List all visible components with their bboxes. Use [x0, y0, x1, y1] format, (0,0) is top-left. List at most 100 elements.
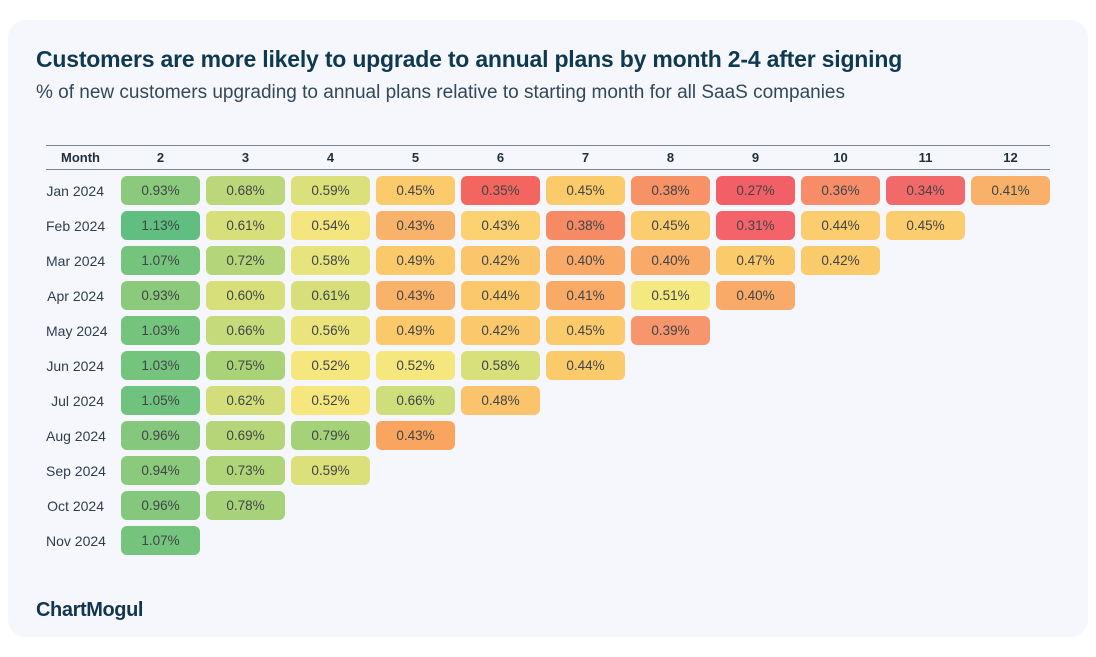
column-header-9: 9: [751, 150, 760, 165]
table-row: Oct 2024 0.96% 0.78%: [46, 491, 1050, 520]
heatmap-cell: 0.52%: [291, 386, 370, 415]
heatmap-cell: 0.44%: [546, 351, 625, 380]
heatmap-cell: 0.68%: [206, 176, 285, 205]
heatmap-cell: 0.40%: [546, 246, 625, 275]
row-label: Sep 2024: [46, 462, 106, 479]
page-subtitle: % of new customers upgrading to annual p…: [36, 82, 846, 103]
heatmap-cell: 0.47%: [716, 246, 795, 275]
heatmap-cell: 0.41%: [546, 281, 625, 310]
heatmap-cell: 0.45%: [546, 316, 625, 345]
heatmap-cell: 0.43%: [376, 211, 455, 240]
row-label: Jul 2024: [51, 392, 104, 409]
table-row: Aug 2024 0.96% 0.69% 0.79% 0.43%: [46, 421, 1050, 450]
heatmap-cell: 0.35%: [461, 176, 540, 205]
column-header-3: 3: [241, 150, 250, 165]
row-label: Apr 2024: [47, 287, 104, 304]
table-row: Sep 2024 0.94% 0.73% 0.59%: [46, 456, 1050, 485]
heatmap-cell: 0.38%: [546, 211, 625, 240]
heatmap-cell: 0.52%: [376, 351, 455, 380]
heatmap-cell: 0.66%: [376, 386, 455, 415]
heatmap-cell: 0.44%: [801, 211, 880, 240]
heatmap-cell: 0.62%: [206, 386, 285, 415]
table-row: Nov 2024 1.07%: [46, 526, 1050, 555]
heatmap-table: Month 2 3 4 5 6 7 8 9 10 11 12 Jan 2024 0.93% 0.68% 0…: [46, 145, 1050, 555]
column-header-4: 4: [326, 150, 335, 165]
column-header-8: 8: [666, 150, 675, 165]
row-label: May 2024: [46, 322, 108, 339]
heatmap-cell: 0.48%: [461, 386, 540, 415]
heatmap-cell: 0.49%: [376, 246, 455, 275]
heatmap-cell: 0.59%: [291, 176, 370, 205]
heatmap-cell: 0.36%: [801, 176, 880, 205]
table-body: Jan 2024 0.93% 0.68% 0.59% 0.45% 0.35% 0.45% 0.…: [46, 176, 1050, 555]
heatmap-cell: 0.54%: [291, 211, 370, 240]
heatmap-cell: 0.56%: [291, 316, 370, 345]
heatmap-cell: 0.42%: [801, 246, 880, 275]
heatmap-cell: 0.60%: [206, 281, 285, 310]
heatmap-cell: 0.43%: [376, 421, 455, 450]
heatmap-cell: 1.03%: [121, 351, 200, 380]
heatmap-cell: 0.73%: [206, 456, 285, 485]
heatmap-cell: 0.41%: [971, 176, 1050, 205]
row-label: Mar 2024: [46, 252, 106, 269]
heatmap-cell: 0.39%: [631, 316, 710, 345]
heatmap-cell: 0.27%: [716, 176, 795, 205]
column-header-5: 5: [411, 150, 420, 165]
column-header-11: 11: [918, 150, 933, 165]
heatmap-cell: 0.72%: [206, 246, 285, 275]
heatmap-cell: 1.03%: [121, 316, 200, 345]
row-label: Aug 2024: [46, 427, 106, 444]
heatmap-cell: 0.93%: [121, 176, 200, 205]
heatmap-cell: 0.69%: [206, 421, 285, 450]
column-header-12: 12: [1003, 150, 1018, 165]
heatmap-cell: 0.42%: [461, 316, 540, 345]
heatmap-cell: 0.44%: [461, 281, 540, 310]
heatmap-cell: 1.07%: [121, 246, 200, 275]
row-label: Jun 2024: [46, 357, 104, 374]
heatmap-cell: 0.43%: [376, 281, 455, 310]
heatmap-cell: 0.40%: [716, 281, 795, 310]
heatmap-cell: 0.43%: [461, 211, 540, 240]
heatmap-cell: 1.07%: [121, 526, 200, 555]
chartmogul-logo: ChartMogul: [36, 599, 144, 621]
table-row: May 2024 1.03% 0.66% 0.56% 0.49% 0.42% 0.45% 0.…: [46, 316, 1050, 345]
heatmap-cell: 0.38%: [631, 176, 710, 205]
heatmap-cell: 0.45%: [886, 211, 965, 240]
heatmap-cell: 0.59%: [291, 456, 370, 485]
heatmap-cell: 0.40%: [631, 246, 710, 275]
column-header-6: 6: [496, 150, 505, 165]
heatmap-cell: 0.34%: [886, 176, 965, 205]
heatmap-cell: 0.96%: [121, 491, 200, 520]
heatmap-cell: 0.49%: [376, 316, 455, 345]
table-row: Feb 2024 1.13% 0.61% 0.54% 0.43% 0.43% 0.38% 0.…: [46, 211, 1050, 240]
heatmap-cell: 1.05%: [121, 386, 200, 415]
report-card: Customers are more likely to upgrade to …: [8, 20, 1088, 637]
heatmap-cell: 0.45%: [546, 176, 625, 205]
heatmap-cell: 0.52%: [291, 351, 370, 380]
heatmap-cell: 0.31%: [716, 211, 795, 240]
row-label: Nov 2024: [46, 532, 106, 549]
table-row: Apr 2024 0.93% 0.60% 0.61% 0.43% 0.44% 0.41% 0.…: [46, 281, 1050, 310]
heatmap-cell: 0.58%: [461, 351, 540, 380]
heatmap-cell: 0.61%: [206, 211, 285, 240]
table-row: Mar 2024 1.07% 0.72% 0.58% 0.49% 0.42% 0.40% 0.…: [46, 246, 1050, 275]
heatmap-cell: 0.66%: [206, 316, 285, 345]
heatmap-cell: 0.94%: [121, 456, 200, 485]
heatmap-cell: 0.45%: [376, 176, 455, 205]
heatmap-cell: 0.75%: [206, 351, 285, 380]
column-header-2: 2: [156, 150, 165, 165]
table-row: Jan 2024 0.93% 0.68% 0.59% 0.45% 0.35% 0.45% 0.…: [46, 176, 1050, 205]
heatmap-cell: 0.79%: [291, 421, 370, 450]
row-label: Feb 2024: [46, 217, 106, 234]
heatmap-cell: 0.45%: [631, 211, 710, 240]
page-title: Customers are more likely to upgrade to …: [36, 46, 903, 72]
month-column-header: Month: [61, 150, 100, 165]
heatmap-cell: 0.61%: [291, 281, 370, 310]
table-row: Jun 2024 1.03% 0.75% 0.52% 0.52% 0.58% 0.44%: [46, 351, 1050, 380]
heatmap-cell: 0.93%: [121, 281, 200, 310]
column-header-10: 10: [833, 150, 848, 165]
heatmap-cell: 1.13%: [121, 211, 200, 240]
heatmap-cell: 0.42%: [461, 246, 540, 275]
heatmap-cell: 0.96%: [121, 421, 200, 450]
heatmap-cell: 0.58%: [291, 246, 370, 275]
